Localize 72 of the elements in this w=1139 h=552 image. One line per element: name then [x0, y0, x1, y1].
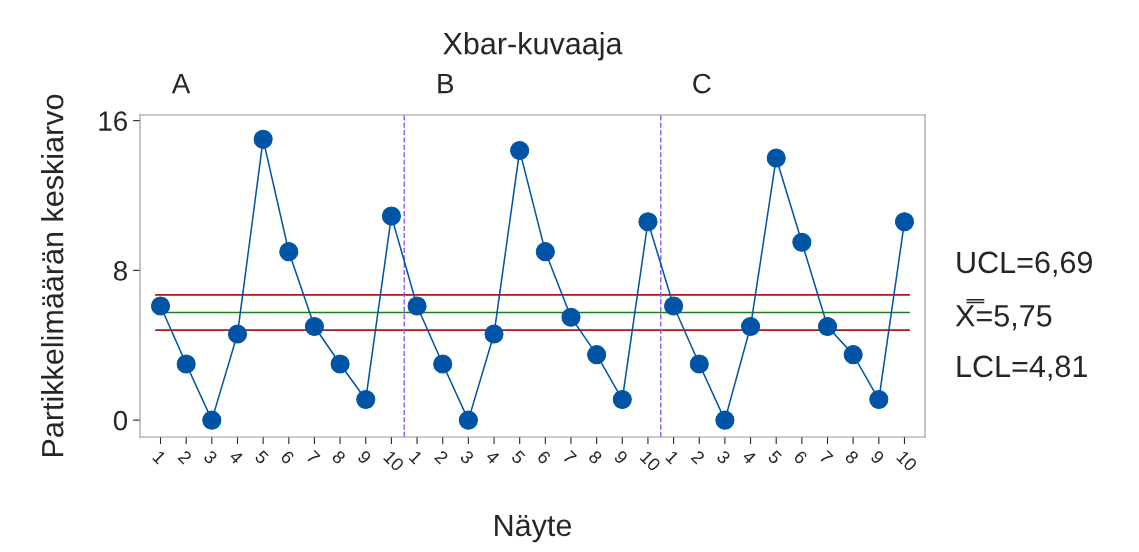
x-tick-label: 4 — [741, 449, 757, 465]
x-tick-label: 7 — [562, 449, 577, 465]
x-tick-label: 3 — [202, 449, 219, 465]
x-tick-label: 8 — [844, 449, 860, 465]
x-tick-label: 7 — [305, 449, 321, 465]
point — [304, 317, 324, 337]
point — [279, 242, 299, 262]
x-tick-label: 10 — [896, 450, 918, 472]
ref-line-label: UCL=6,69 — [957, 251, 1092, 277]
point — [458, 410, 478, 430]
point — [407, 296, 427, 316]
point — [766, 148, 786, 168]
point — [715, 410, 735, 430]
point — [741, 317, 761, 337]
point — [561, 307, 581, 327]
point — [356, 390, 376, 410]
x-tick-label: 5 — [767, 449, 783, 465]
point — [587, 345, 607, 365]
point — [253, 129, 273, 149]
point — [664, 296, 684, 316]
x-tick-label: 1 — [665, 450, 680, 465]
y-tick-label: 16 — [99, 111, 127, 131]
point — [894, 212, 915, 232]
x-tick-label: 9 — [356, 449, 372, 465]
x-tick-label: 8 — [331, 449, 347, 465]
x-tick-label: 9 — [870, 449, 885, 465]
point — [817, 317, 838, 337]
ref-line-label: LCL=4,81 — [957, 355, 1087, 381]
y-tick-label: 0 — [113, 410, 128, 431]
x-tick-label: 2 — [434, 449, 449, 465]
x-tick-label: 6 — [280, 449, 295, 465]
point — [484, 324, 504, 344]
x-tick-label: 6 — [536, 449, 552, 465]
x-tick-label: 10 — [639, 450, 662, 472]
text: C — [693, 73, 711, 94]
point — [535, 242, 555, 262]
point — [510, 141, 530, 161]
point — [330, 354, 350, 374]
x-tick-label: 8 — [587, 449, 603, 465]
x-axis-title: Näyte — [495, 514, 572, 543]
point — [433, 354, 453, 374]
x-tick-label: 2 — [177, 449, 193, 465]
x-tick-label: 9 — [613, 449, 629, 465]
x-tick-label: 6 — [793, 449, 809, 465]
text: A — [171, 74, 191, 94]
x-tick-label: 1 — [152, 450, 167, 465]
x-tick-label: 4 — [485, 449, 501, 465]
point — [202, 410, 222, 430]
y-tick-label: 8 — [113, 261, 127, 281]
x-tick-label: 1 — [408, 450, 424, 465]
point — [227, 324, 248, 344]
x-tick-label: 4 — [228, 449, 244, 465]
x-tick-label: 3 — [716, 449, 732, 465]
point — [869, 390, 889, 410]
y-axis-title: Partikkelimäärän keskiarvo — [41, 94, 64, 457]
point — [612, 390, 632, 410]
ref-line-label: X̿=5,75 — [955, 298, 1052, 331]
x-tick-label: 5 — [510, 449, 526, 465]
point — [176, 354, 196, 374]
point — [638, 212, 658, 232]
x-tick-label: 7 — [818, 449, 834, 465]
x-tick-label: 2 — [690, 449, 706, 465]
x-tick-label: 3 — [459, 449, 475, 465]
x-tick-label: 5 — [254, 449, 270, 465]
text: B — [438, 74, 454, 94]
point — [150, 296, 171, 316]
chart-title: Xbar-kuvaaja — [443, 32, 623, 61]
point — [689, 354, 709, 374]
point — [381, 206, 401, 226]
point — [843, 345, 863, 365]
point — [792, 232, 812, 252]
x-tick-label: 10 — [383, 450, 405, 472]
